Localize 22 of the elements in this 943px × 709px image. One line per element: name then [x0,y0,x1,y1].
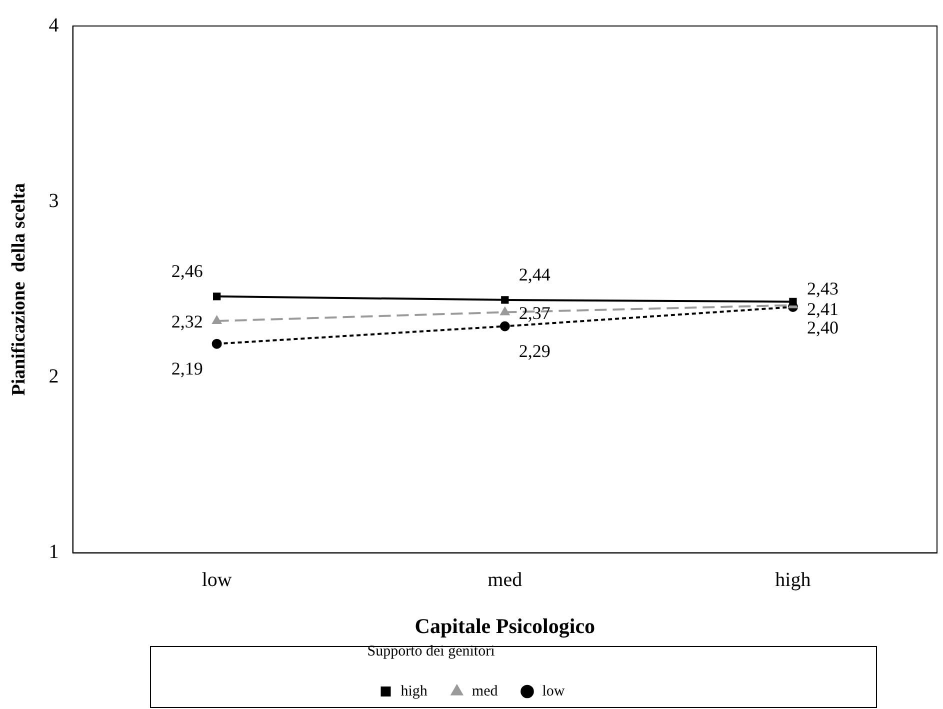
data-label: 2,37 [518,302,550,323]
data-label: 2,41 [806,298,838,319]
y-axis-title: Pianificazione della scelta [8,182,30,396]
x-axis-title: Capitale Psicologico [414,614,596,638]
y-tick-label: 4 [48,14,59,36]
legend-label: low [542,683,565,700]
y-tick-label: 3 [48,190,59,212]
data-label: 2,32 [171,312,203,332]
data-label: 2,40 [806,318,838,338]
x-tick-label: med [488,569,522,592]
data-label: 2,29 [518,341,550,362]
x-tick-label: high [775,569,811,592]
legend-label: high [400,683,428,700]
legend-title: Supporto dei genitori [367,643,495,660]
legend-label: med [472,683,498,700]
data-label: 2,19 [171,358,203,379]
x-tick-label: low [202,569,232,592]
data-label: 2,43 [806,278,838,298]
data-label: 2,46 [171,261,203,282]
data-label: 2,44 [518,264,550,285]
y-tick-label: 1 [48,541,59,564]
y-tick-label: 2 [48,365,59,388]
